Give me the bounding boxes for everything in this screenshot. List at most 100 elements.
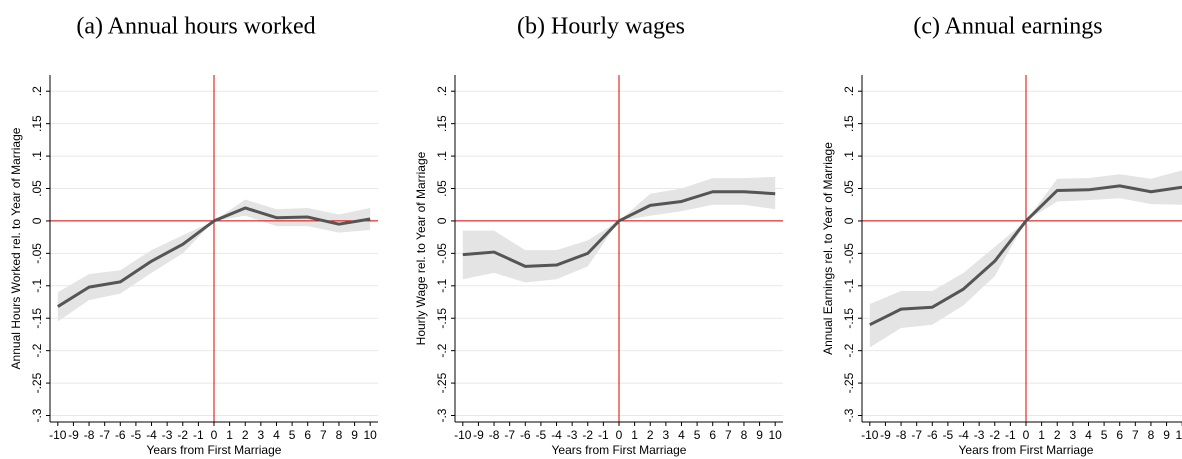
x-tick-label: 7 (320, 428, 327, 442)
x-tick-label: 1 (226, 428, 233, 442)
x-tick-label: -4 (958, 428, 969, 442)
x-tick-label: 5 (694, 428, 701, 442)
y-axis-title: Annual Hours Worked rel. to Year of Marr… (9, 127, 23, 369)
y-tick-label: -.1 (435, 278, 449, 292)
confidence-band (462, 176, 776, 283)
x-tick-label: -3 (974, 428, 985, 442)
x-tick-label: -6 (927, 428, 938, 442)
series-line (462, 190, 776, 268)
y-tick-label: -.2 (435, 343, 449, 357)
x-tick-label: 4 (678, 428, 685, 442)
x-tick-label: 6 (304, 428, 311, 442)
x-tick-label: 7 (725, 428, 732, 442)
y-tick-label: -.25 (30, 372, 44, 393)
x-tick-label: -3 (162, 428, 173, 442)
y-tick-label: -.3 (435, 408, 449, 422)
x-tick-label: 10 (364, 428, 378, 442)
y-tick-label: -.2 (30, 343, 44, 357)
x-tick-label: -6 (520, 428, 531, 442)
chart-title: (c) Annual earnings (913, 14, 1102, 40)
x-tick-label: 8 (336, 428, 343, 442)
y-tick-label: -.1 (30, 278, 44, 292)
x-tick-label: 10 (1176, 428, 1182, 442)
x-tick-label: 5 (1101, 428, 1108, 442)
y-tick-label: -.05 (30, 243, 44, 264)
x-tick-label: -2 (177, 428, 188, 442)
x-tick-label: -7 (504, 428, 515, 442)
y-tick-label: -.3 (842, 408, 856, 422)
x-tick-label: 3 (663, 428, 670, 442)
x-tick-label: 1 (1038, 428, 1045, 442)
x-tick-label: 9 (1163, 428, 1170, 442)
y-tick-label: .05 (435, 180, 449, 197)
x-tick-label: -5 (943, 428, 954, 442)
x-tick-label: 0 (211, 428, 218, 442)
x-tick-label: -3 (567, 428, 578, 442)
x-tick-label: -10 (454, 428, 472, 442)
x-tick-label: -8 (489, 428, 500, 442)
y-tick-label: .15 (435, 115, 449, 132)
y-tick-label: .1 (842, 151, 856, 161)
x-tick-label: 4 (1085, 428, 1092, 442)
x-tick-label: -4 (146, 428, 157, 442)
x-tick-label: -8 (896, 428, 907, 442)
x-tick-label: -2 (582, 428, 593, 442)
x-tick-label: 2 (1054, 428, 1061, 442)
y-tick-label: -.25 (435, 372, 449, 393)
x-tick-label: 8 (741, 428, 748, 442)
y-tick-label: -.1 (842, 278, 856, 292)
x-tick-label: 3 (258, 428, 265, 442)
x-axis-title: Years from First Marriage (552, 443, 687, 457)
series-line (57, 206, 371, 308)
x-axis-title: Years from First Marriage (959, 443, 1094, 457)
y-tick-label: .2 (842, 86, 856, 96)
x-tick-label: 0 (1023, 428, 1030, 442)
x-tick-label: -1 (598, 428, 609, 442)
x-tick-label: -4 (551, 428, 562, 442)
x-tick-label: 6 (709, 428, 716, 442)
y-tick-label: .05 (30, 180, 44, 197)
x-tick-label: -2 (989, 428, 1000, 442)
y-tick-label: -.15 (842, 308, 856, 329)
x-tick-label: 4 (273, 428, 280, 442)
x-tick-label: 9 (756, 428, 763, 442)
x-tick-label: -1 (1005, 428, 1016, 442)
y-tick-label: .15 (30, 115, 44, 132)
x-tick-label: -8 (84, 428, 95, 442)
x-tick-label: -7 (99, 428, 110, 442)
y-tick-label: .2 (435, 86, 449, 96)
y-tick-label: -.15 (435, 308, 449, 329)
y-tick-label: -.05 (842, 243, 856, 264)
x-tick-label: -9 (68, 428, 79, 442)
y-tick-label: -.05 (435, 243, 449, 264)
y-tick-label: 0 (842, 217, 856, 224)
x-tick-label: -9 (473, 428, 484, 442)
y-tick-label: -.15 (30, 308, 44, 329)
x-tick-label: -1 (193, 428, 204, 442)
y-tick-label: -.2 (842, 343, 856, 357)
y-axis-title: Annual Earnings rel. to Year of Marriage (821, 142, 835, 355)
x-tick-label: -10 (49, 428, 67, 442)
x-tick-label: 10 (769, 428, 783, 442)
x-tick-label: 0 (616, 428, 623, 442)
x-tick-label: 9 (351, 428, 358, 442)
y-tick-label: .1 (435, 151, 449, 161)
x-tick-label: 7 (1132, 428, 1139, 442)
x-tick-label: 2 (647, 428, 654, 442)
x-tick-label: -10 (861, 428, 879, 442)
y-tick-label: -.3 (30, 408, 44, 422)
x-tick-label: 6 (1116, 428, 1123, 442)
x-tick-label: 2 (242, 428, 249, 442)
y-tick-label: .05 (842, 180, 856, 197)
x-tick-label: 1 (631, 428, 638, 442)
x-tick-label: -5 (131, 428, 142, 442)
y-tick-label: -.25 (842, 372, 856, 393)
y-axis-title: Hourly Wage rel. to Year of Marriage (414, 151, 428, 345)
y-tick-label: .2 (30, 86, 44, 96)
x-tick-label: -7 (911, 428, 922, 442)
chart-title: (b) Hourly wages (517, 14, 685, 40)
series-line (869, 184, 1182, 327)
x-tick-label: -5 (536, 428, 547, 442)
y-tick-label: 0 (30, 217, 44, 224)
